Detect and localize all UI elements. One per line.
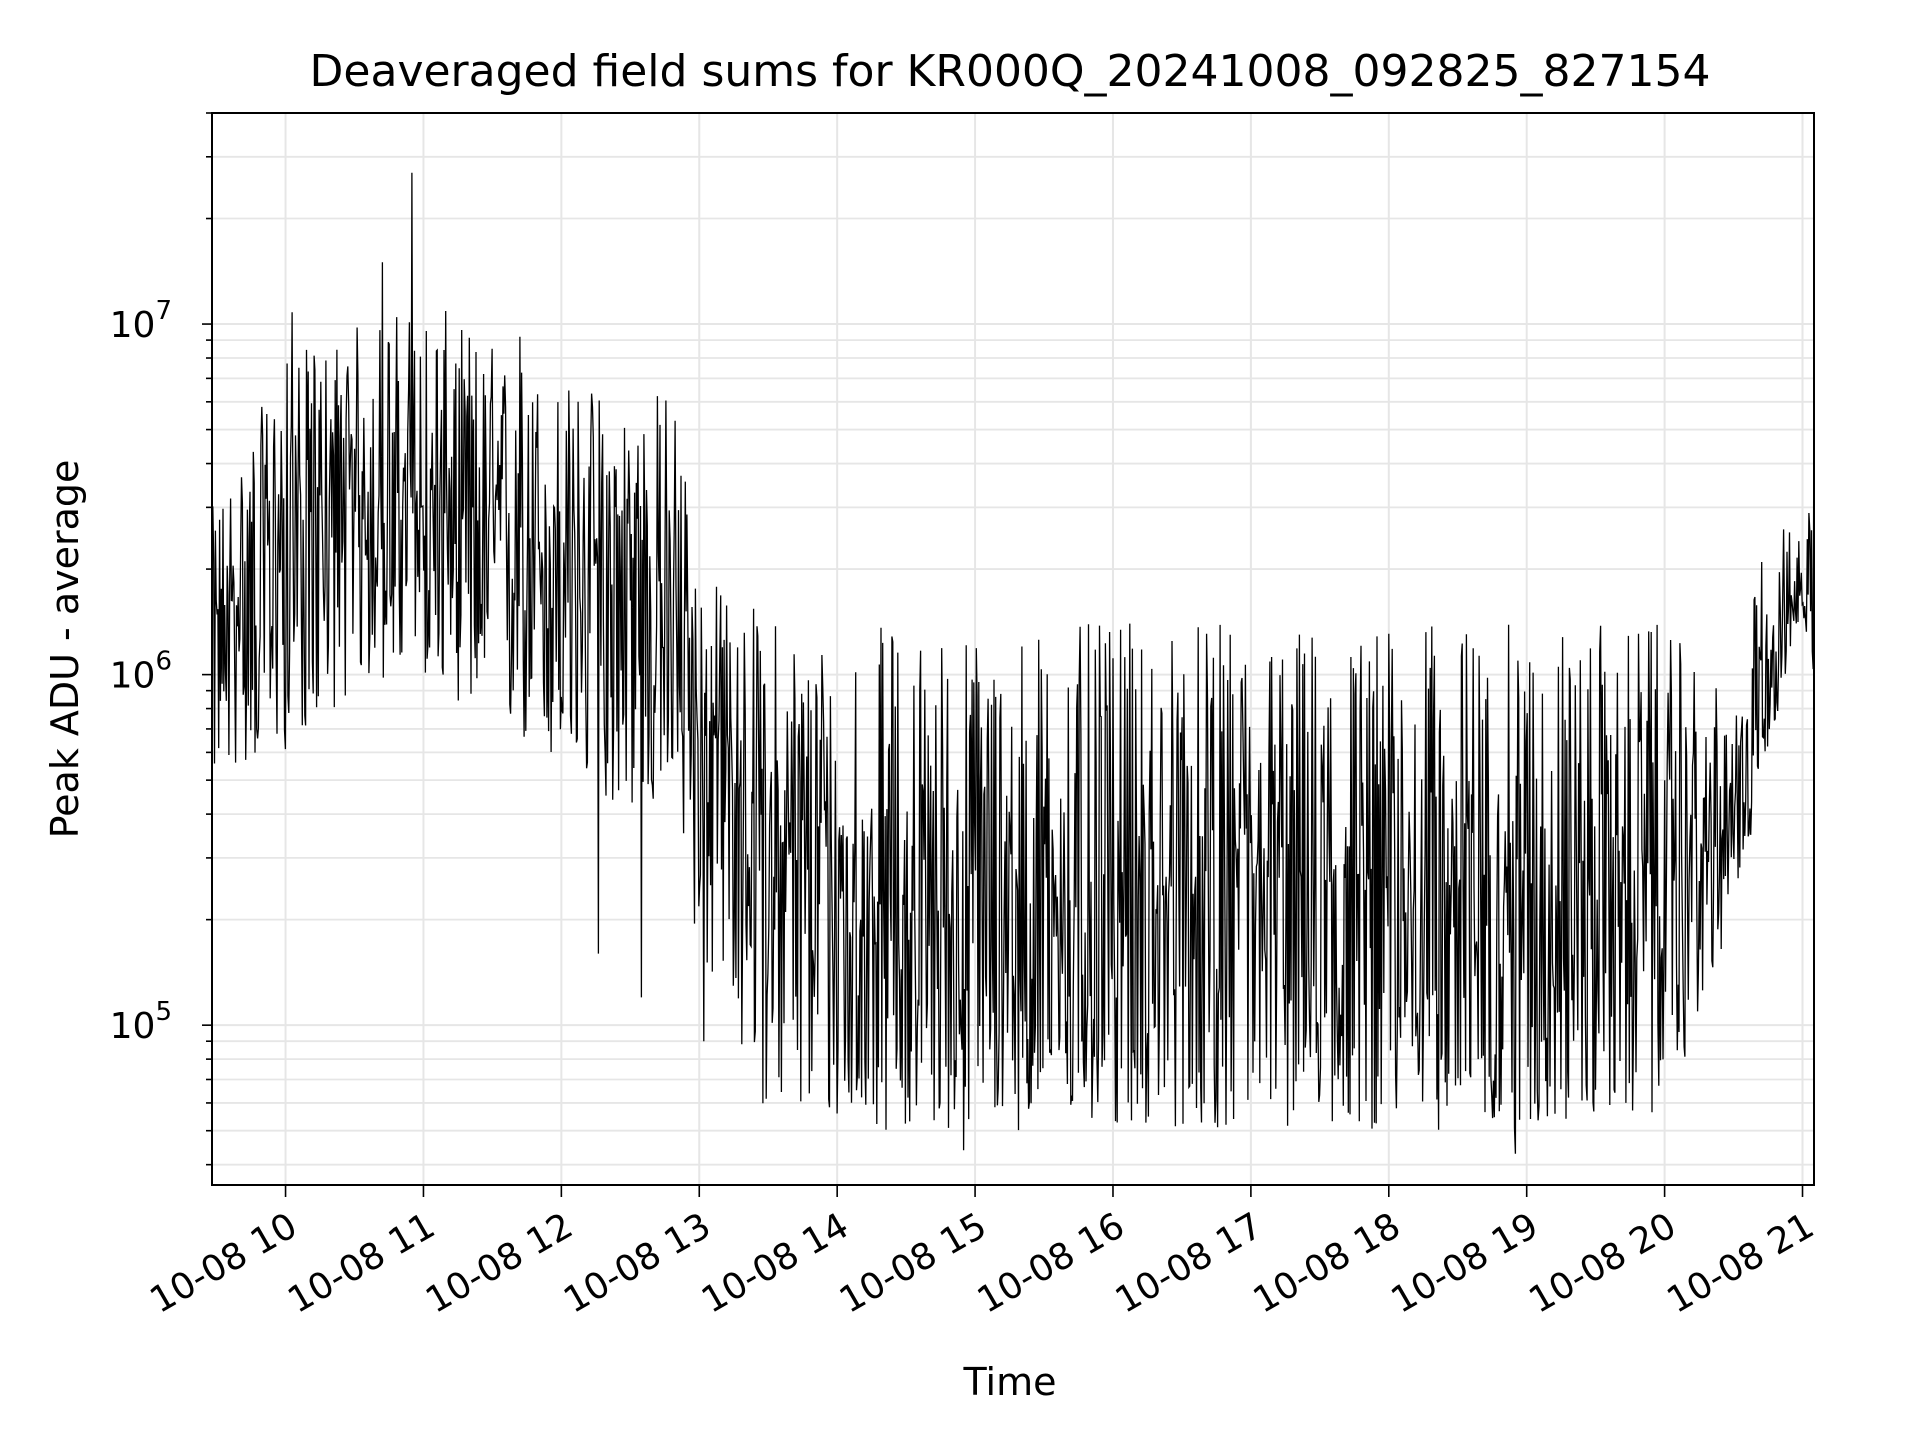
y-tick-label: 106	[110, 647, 172, 697]
series-line	[211, 172, 1815, 1154]
y-tick-label: 105	[110, 997, 172, 1047]
plot-area-frame	[211, 112, 1815, 1186]
grid	[212, 112, 1814, 1185]
y-axis-label: Peak ADU - average	[43, 460, 87, 839]
y-axis: 105 106 107	[110, 112, 212, 1166]
chart-title: Deaveraged field sums for KR000Q_2024100…	[310, 46, 1711, 97]
series-deaveraged-field-sums	[211, 172, 1815, 1154]
y-tick-label: 107	[110, 296, 172, 346]
x-axis-label: Time	[963, 1360, 1057, 1404]
